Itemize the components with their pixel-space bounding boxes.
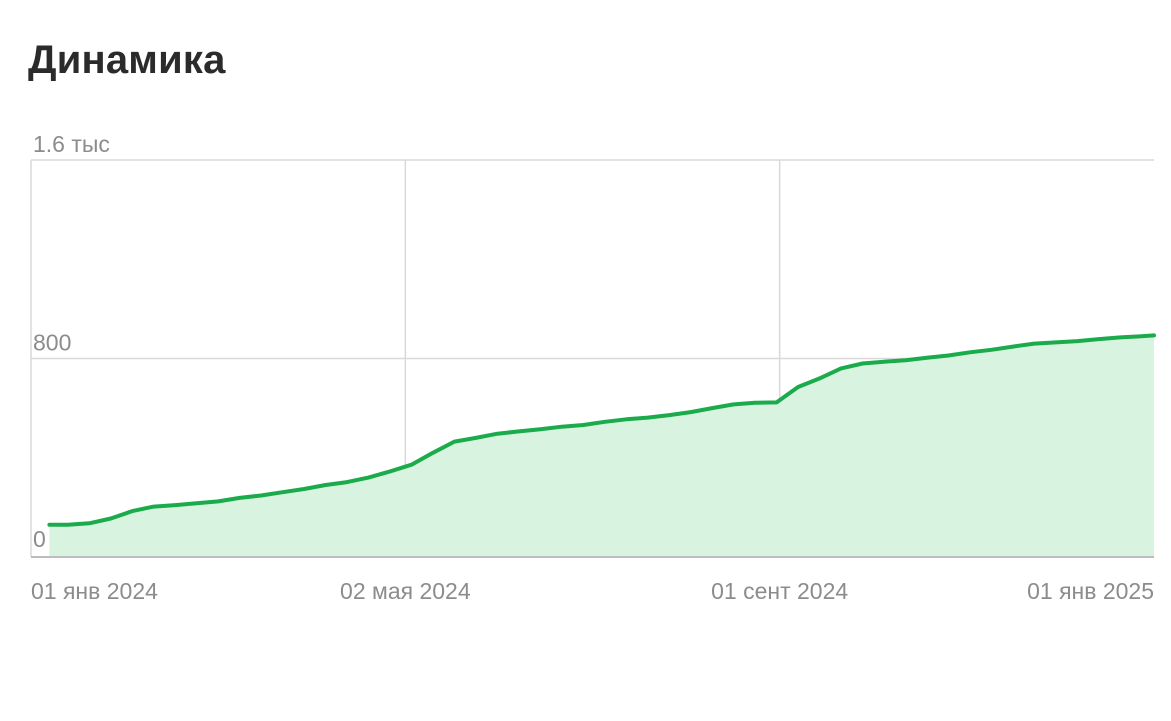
x-tick-label: 01 янв 2024: [31, 578, 158, 604]
page-title: Динамика: [28, 38, 226, 82]
y-tick-labels: 0 800 1.6 тыс: [33, 131, 110, 552]
y-tick-label: 800: [33, 330, 71, 356]
x-tick-label: 01 янв 2025: [1027, 578, 1154, 604]
y-tick-label: 0: [33, 526, 46, 552]
series-area: [49, 335, 1154, 557]
x-tick-label: 01 сент 2024: [711, 578, 848, 604]
axes: [30, 160, 1154, 558]
x-tick-label: 02 мая 2024: [340, 578, 471, 604]
series-line: [47, 333, 1156, 527]
y-tick-label: 1.6 тыс: [33, 131, 110, 157]
x-tick-labels: 01 янв 2024 02 мая 2024 01 сент 2024 01 янв…: [31, 578, 1154, 604]
